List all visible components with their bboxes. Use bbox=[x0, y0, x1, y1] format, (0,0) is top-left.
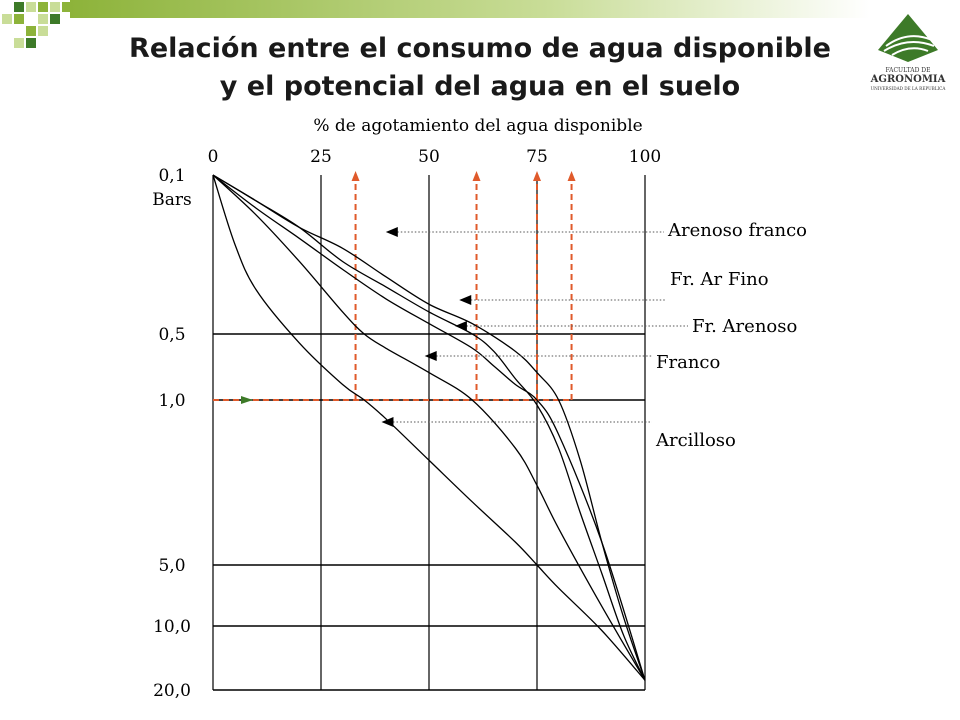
logo-line-1: FACULTAD DE bbox=[885, 67, 930, 74]
series-curve-fr-arenoso bbox=[212, 174, 646, 681]
title-line-2: y el potencial del agua en el suelo bbox=[219, 71, 741, 102]
top-decorative-bar bbox=[70, 0, 870, 18]
reference-up-arrow-icon-83 bbox=[567, 171, 576, 181]
x-tick-label-50: 50 bbox=[418, 147, 440, 167]
x-tick-label-100: 100 bbox=[629, 147, 661, 167]
legend-arrows: Arenoso franco Fr. Ar Fino Fr. Arenoso Fran… bbox=[381, 220, 807, 451]
legend-arrow-icon-fr-arenoso bbox=[454, 321, 467, 331]
title-line-1: Relación entre el consumo de agua dispon… bbox=[129, 33, 831, 64]
corner-squares-decoration bbox=[2, 2, 72, 48]
series-curves bbox=[212, 174, 646, 681]
legend-arrow-icon-fr-ar-fino bbox=[459, 295, 472, 305]
y-unit-label: Bars bbox=[152, 190, 191, 210]
x-tick-label-75: 75 bbox=[526, 147, 548, 167]
slide-title: Relación entre el consumo de agua dispon… bbox=[100, 30, 860, 106]
legend-label-fr-arenoso: Fr. Arenoso bbox=[692, 316, 797, 337]
series-curve-franco bbox=[212, 174, 646, 681]
series-curve-arcilloso bbox=[212, 174, 646, 681]
legend-label-franco: Franco bbox=[656, 352, 720, 373]
legend-label-fr-ar-fino: Fr. Ar Fino bbox=[670, 269, 769, 290]
logo-line-3: UNIVERSIDAD DE LA REPUBLICA bbox=[871, 86, 947, 91]
y-tick-label-0-1: 0,1 bbox=[158, 166, 185, 186]
y-tick-label-10: 10,0 bbox=[153, 617, 191, 637]
reference-up-arrow-icon-75 bbox=[533, 171, 541, 181]
logo-line-2: AGRONOMIA bbox=[870, 74, 946, 85]
series-curve-fr-ar-fino bbox=[212, 174, 646, 681]
legend-arrow-icon-arenoso-franco bbox=[385, 227, 398, 237]
legend-label-arcilloso: Arcilloso bbox=[655, 430, 736, 451]
legend-label-arenoso-franco: Arenoso franco bbox=[667, 220, 807, 241]
chart-xlabel: % de agotamiento del agua disponible bbox=[313, 116, 642, 136]
x-tick-label-0: 0 bbox=[208, 147, 219, 167]
reference-start-arrow-icon bbox=[241, 396, 253, 404]
legend-arrow-icon-arcilloso bbox=[381, 417, 394, 427]
grid-lines bbox=[212, 175, 646, 691]
x-tick-label-25: 25 bbox=[310, 147, 332, 167]
y-tick-label-0-5: 0,5 bbox=[158, 325, 185, 345]
tick-labels: 0 25 50 75 100 0,1 0,5 1,0 5,0 10,0 20,0 bbox=[153, 147, 661, 701]
y-tick-label-5: 5,0 bbox=[158, 556, 185, 576]
legend-arrow-icon-franco bbox=[424, 351, 437, 361]
reference-lines bbox=[213, 171, 576, 404]
reference-up-arrow-icon-61 bbox=[472, 171, 481, 181]
reference-up-arrow-icon-33 bbox=[351, 171, 360, 181]
faculty-logo: FACULTAD DE AGRONOMIA UNIVERSIDAD DE LA … bbox=[870, 14, 947, 91]
y-tick-label-1: 1,0 bbox=[158, 391, 185, 411]
y-tick-label-20: 20,0 bbox=[153, 681, 191, 701]
